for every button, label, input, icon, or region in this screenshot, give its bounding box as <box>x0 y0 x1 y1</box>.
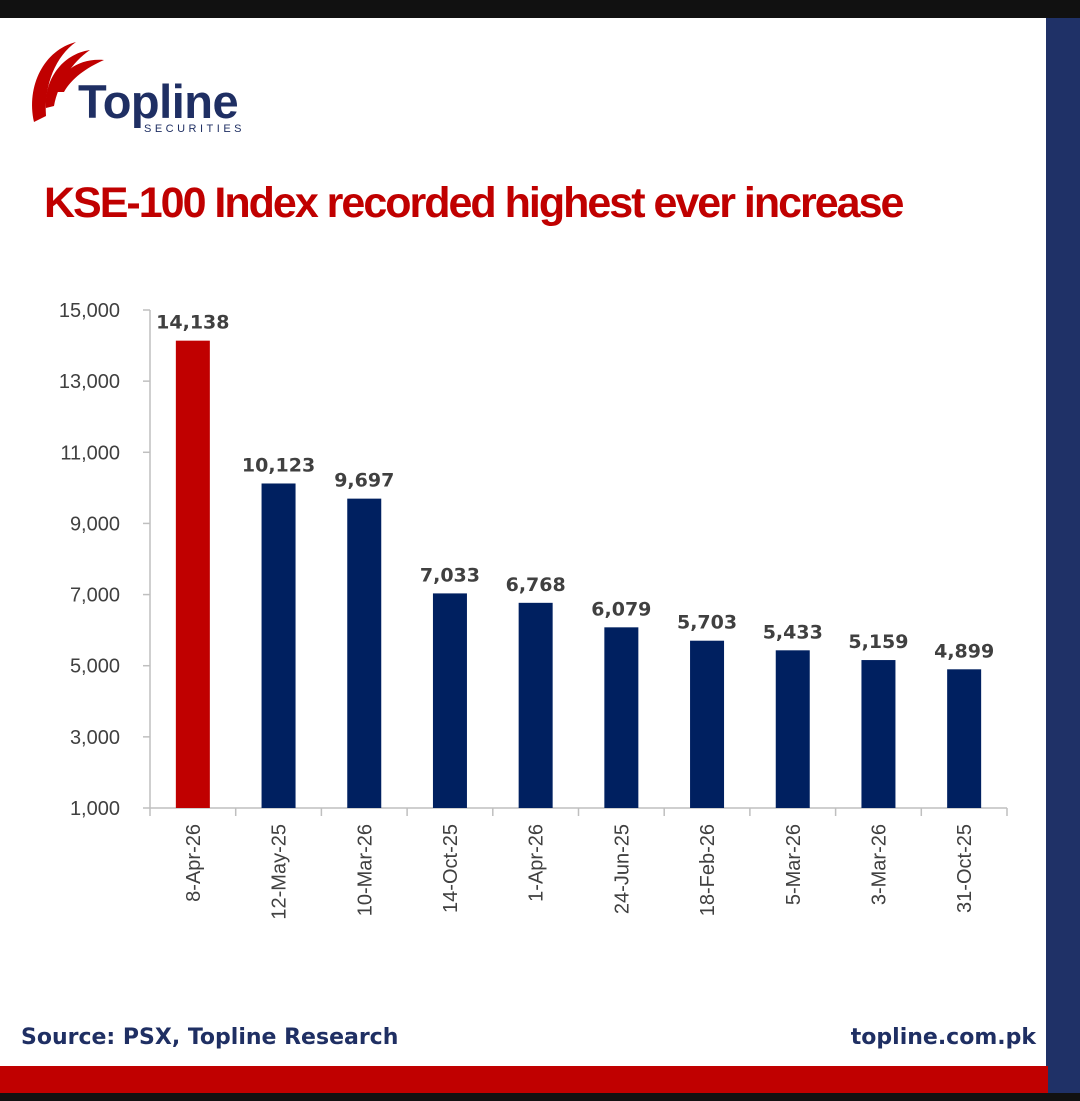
bars <box>175 340 982 808</box>
y-tick-label: 13,000 <box>59 371 120 393</box>
source-note: Source: PSX, Topline Research <box>21 1025 399 1050</box>
y-tick-label: 1,000 <box>70 798 120 820</box>
y-axis: 1,000 3,000 5,000 7,000 9,000 11,000 13,000 15,… <box>59 300 151 820</box>
data-label: 7,033 <box>420 564 480 586</box>
category-label: 18-Feb-26 <box>697 824 719 916</box>
category-label: 5-Mar-26 <box>783 824 805 905</box>
data-label: 5,433 <box>763 621 823 643</box>
x-axis <box>149 807 1008 816</box>
website-link[interactable]: topline.com.pk <box>850 1025 1036 1050</box>
bar <box>604 627 639 808</box>
bar-chart: 1,000 3,000 5,000 7,000 9,000 11,000 13,000 15,… <box>59 300 1008 920</box>
bar <box>432 593 467 808</box>
y-tick-label: 5,000 <box>70 656 120 678</box>
data-labels: 14,138 10,123 9,697 7,033 6,768 6,079 5,703 5,4… <box>156 312 994 663</box>
category-label: 10-Mar-26 <box>354 824 376 916</box>
category-labels: 8-Apr-26 12-May-25 10-Mar-26 14-Oct-25 1-Apr… <box>183 824 976 920</box>
bar <box>175 340 210 808</box>
logo-subtitle: SECURITIES <box>144 123 246 135</box>
bar <box>518 602 553 808</box>
category-label: 31-Oct-25 <box>954 824 976 913</box>
logo-arcs-icon <box>32 42 104 122</box>
category-label: 1-Apr-26 <box>526 824 548 902</box>
category-label: 24-Jun-25 <box>611 824 633 914</box>
logo-wordmark: Topline <box>78 75 239 128</box>
bottom-border <box>0 1093 1080 1101</box>
data-label: 14,138 <box>156 312 229 334</box>
category-label: 12-May-25 <box>269 824 291 920</box>
bar <box>861 660 896 808</box>
category-label: 8-Apr-26 <box>183 824 205 902</box>
data-label: 5,159 <box>848 631 908 653</box>
data-label: 6,079 <box>591 598 651 620</box>
top-border <box>0 0 1080 18</box>
category-label: 3-Mar-26 <box>868 824 890 905</box>
side-accent-bar <box>1046 18 1080 1101</box>
data-label: 10,123 <box>242 454 315 476</box>
bar <box>347 498 382 808</box>
bar <box>261 483 296 808</box>
y-tick-label: 7,000 <box>70 585 120 607</box>
bottom-accent-bar <box>0 1066 1048 1093</box>
topline-logo: Topline SECURITIES <box>24 36 284 136</box>
y-tick-label: 3,000 <box>70 727 120 749</box>
data-label: 4,899 <box>934 640 994 662</box>
bar <box>775 650 810 808</box>
data-label: 5,703 <box>677 612 737 634</box>
y-tick-label: 9,000 <box>70 513 120 535</box>
data-label: 9,697 <box>334 470 394 492</box>
data-label: 6,768 <box>506 574 566 596</box>
bar <box>690 640 725 808</box>
y-tick-label: 11,000 <box>60 442 120 464</box>
category-label: 14-Oct-25 <box>440 824 462 913</box>
chart-title: KSE-100 Index recorded highest ever incr… <box>44 179 904 227</box>
bar <box>947 669 982 808</box>
y-tick-label: 15,000 <box>59 300 120 322</box>
